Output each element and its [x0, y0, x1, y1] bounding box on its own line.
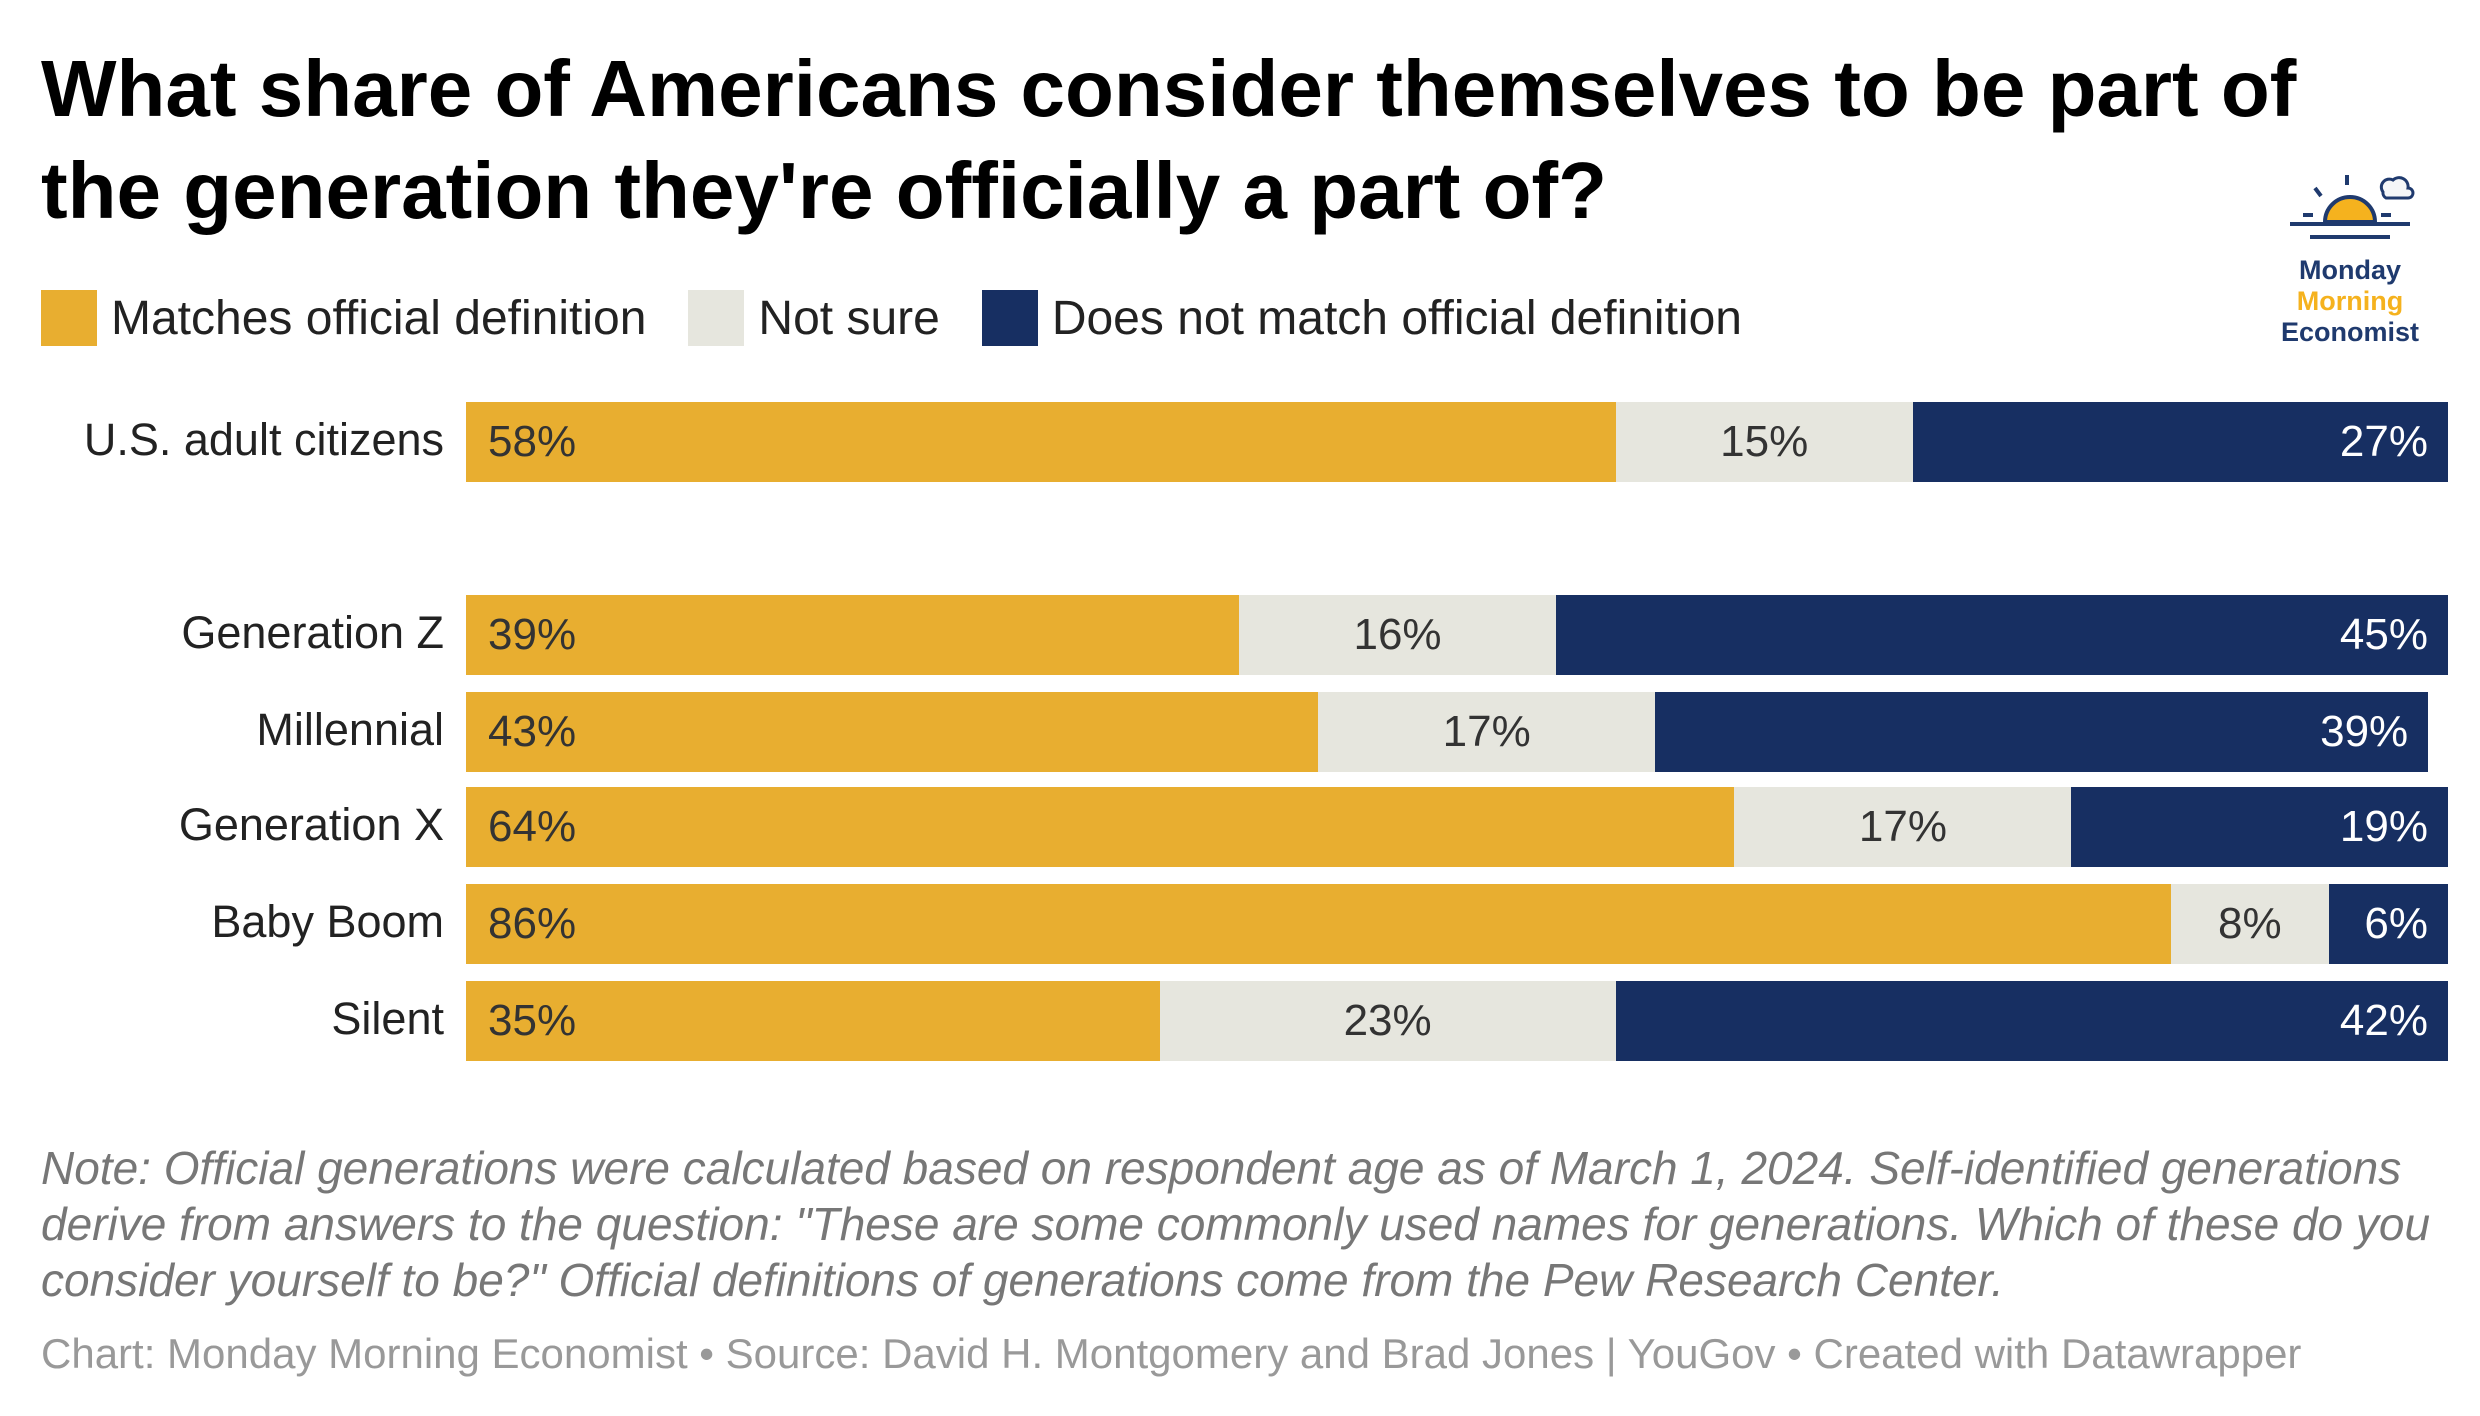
row-label: Baby Boom	[211, 896, 444, 947]
data-label: 15%	[1720, 417, 1809, 466]
logo-text: Economist	[2280, 317, 2420, 347]
data-label: 39%	[488, 610, 577, 659]
data-label: 39%	[2320, 707, 2409, 756]
bar-segment	[1912, 402, 2448, 482]
data-label: 86%	[488, 899, 577, 948]
row-label: Generation X	[178, 799, 444, 850]
bar-segment	[2329, 884, 2448, 964]
sunrise-icon	[2290, 175, 2415, 239]
bar-segment	[1556, 595, 2448, 675]
legend-item: Does not match official definition	[981, 290, 1742, 346]
data-label: 42%	[2339, 996, 2428, 1045]
data-label: 45%	[2339, 610, 2428, 659]
chart-footer: Chart: Monday Morning Economist • Source…	[41, 1330, 2302, 1377]
chart-title: What share of Americans consider themsel…	[41, 44, 2297, 235]
legend-swatch	[688, 290, 745, 346]
bar-segment	[1615, 981, 2448, 1061]
legend-swatch	[981, 290, 1038, 346]
data-label: 58%	[488, 417, 577, 466]
data-label: 43%	[488, 707, 577, 756]
bar-segment	[1238, 595, 1557, 675]
legend-swatch	[41, 290, 97, 346]
data-label: 23%	[1343, 996, 1432, 1045]
bar-segment	[1159, 981, 1616, 1061]
data-label: 6%	[2364, 899, 2428, 948]
bar-segment	[1655, 692, 2429, 772]
legend-label: Does not match official definition	[1051, 291, 1742, 345]
bar-segment	[466, 884, 2171, 964]
data-label: 17%	[1858, 802, 1947, 851]
bar-segment	[466, 787, 1735, 867]
data-label: 17%	[1442, 707, 1531, 756]
legend: Matches official definition Not sure Does …	[41, 290, 1784, 346]
bar-segment	[1734, 787, 2072, 867]
chart-note: Note: Official generations were calculat…	[41, 1142, 2431, 1306]
row-label: Generation Z	[181, 607, 444, 658]
stacked-bar-chart: U.S. adult citizens 58% 15% 27% Generation Z…	[83, 402, 2448, 1061]
row-label: U.S. adult citizens	[83, 414, 444, 465]
bar-segment	[2071, 787, 2448, 867]
data-label: 64%	[488, 802, 577, 851]
data-label: 16%	[1353, 610, 1442, 659]
row-label: Silent	[331, 993, 444, 1044]
data-label: 8%	[2217, 899, 2282, 948]
logo-text: Morning	[2296, 286, 2404, 316]
bar-segment	[466, 981, 1160, 1061]
data-label: 35%	[488, 996, 577, 1045]
legend-item: Matches official definition	[41, 290, 646, 346]
bar-segment	[466, 402, 1616, 482]
legend-label: Not sure	[758, 291, 940, 345]
bar-segment	[466, 595, 1239, 675]
data-label: 27%	[2339, 417, 2428, 466]
logo-text: Monday	[2298, 255, 2401, 285]
data-label: 19%	[2339, 802, 2428, 851]
row-label: Millennial	[256, 704, 444, 755]
bar-segment	[2170, 884, 2330, 964]
monday-morning-economist-logo: Monday Morning Economist	[2270, 170, 2430, 360]
legend-item: Not sure	[688, 290, 940, 346]
bar-segment	[466, 692, 1319, 772]
bar-segment	[1318, 692, 1656, 772]
bar-segment	[1615, 402, 1913, 482]
legend-label: Matches official definition	[111, 291, 647, 345]
